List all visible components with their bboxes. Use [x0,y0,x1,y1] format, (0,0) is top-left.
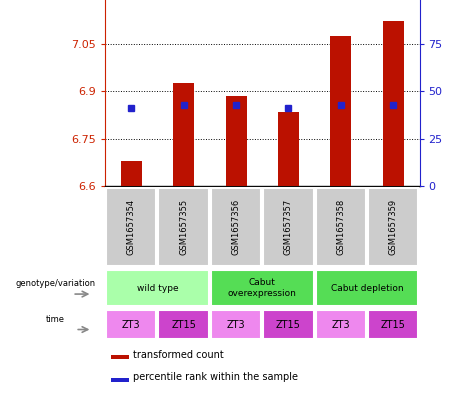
Bar [368,188,419,266]
Bar [278,112,299,186]
Bar [159,188,209,266]
Bar [106,188,156,266]
Bar [111,378,129,382]
Bar [383,21,404,186]
Bar [159,310,209,340]
Text: GSM1657355: GSM1657355 [179,199,188,255]
Text: GSM1657357: GSM1657357 [284,199,293,255]
Text: GSM1657354: GSM1657354 [127,199,136,255]
Bar [173,83,194,186]
Bar [368,310,419,340]
Text: ZT3: ZT3 [331,320,350,330]
Bar [121,161,142,186]
Text: Cabut
overexpression: Cabut overexpression [228,278,297,298]
Text: percentile rank within the sample: percentile rank within the sample [133,372,298,382]
Bar [111,355,129,359]
Text: ZT3: ZT3 [122,320,141,330]
Text: ZT15: ZT15 [276,320,301,330]
Bar [225,96,247,186]
Text: time: time [46,315,65,324]
Text: Cabut depletion: Cabut depletion [331,284,403,292]
Bar [316,270,419,306]
Text: GSM1657358: GSM1657358 [337,199,345,255]
Bar [106,310,156,340]
Text: genotype/variation: genotype/variation [15,279,95,288]
Text: GSM1657356: GSM1657356 [231,199,241,255]
Bar [331,36,351,186]
Bar [211,310,261,340]
Bar [211,270,313,306]
Bar [316,310,366,340]
Bar [263,310,313,340]
Bar [106,270,209,306]
Text: wild type: wild type [136,284,178,292]
Text: ZT15: ZT15 [171,320,196,330]
Text: ZT3: ZT3 [227,320,245,330]
Bar [263,188,313,266]
Text: ZT15: ZT15 [381,320,406,330]
Text: transformed count: transformed count [133,349,224,360]
Bar [211,188,261,266]
Bar [316,188,366,266]
Text: GSM1657359: GSM1657359 [389,199,398,255]
